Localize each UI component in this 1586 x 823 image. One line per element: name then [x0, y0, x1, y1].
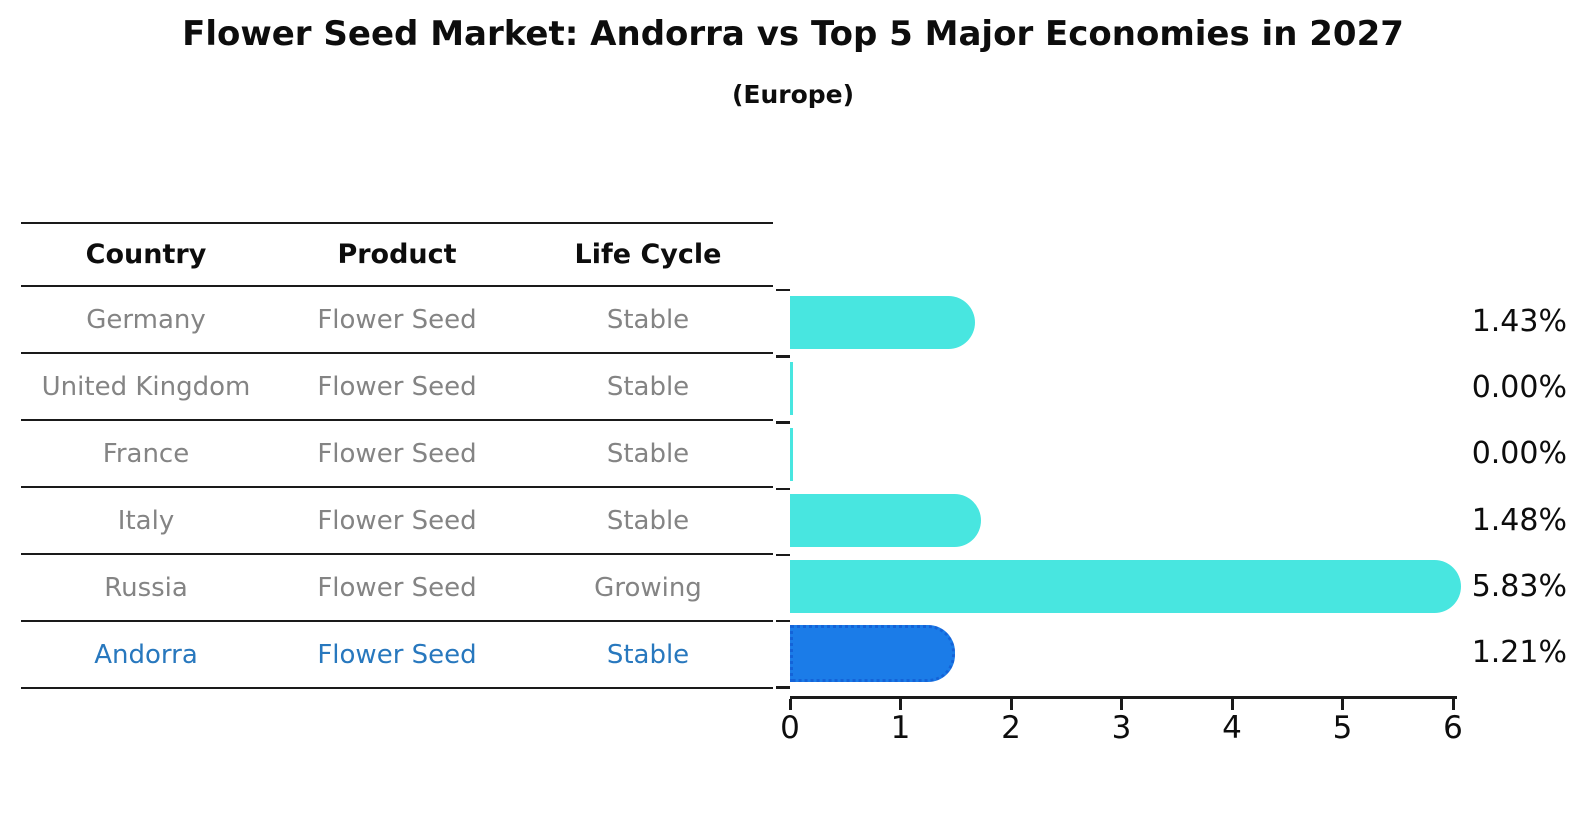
cell-product: Flower Seed: [317, 304, 477, 335]
x-tick: [1230, 699, 1234, 710]
chart-title: Flower Seed Market: Andorra vs Top 5 Maj…: [182, 14, 1404, 54]
table-header-lifecycle: Life Cycle: [574, 239, 722, 270]
bar-value-label: 1.43%: [1471, 304, 1567, 339]
x-tick: [1120, 699, 1123, 710]
y-tick: [776, 421, 790, 424]
table-row: Germany Flower Seed Stable: [21, 287, 773, 354]
bar-value-label: 5.83%: [1471, 568, 1567, 604]
x-tick-label: 2: [1001, 710, 1021, 746]
bar-value-label: 1.48%: [1471, 502, 1567, 538]
bar-value-label: 1.21%: [1471, 635, 1567, 670]
x-tick: [899, 699, 902, 710]
x-tick: [1009, 699, 1013, 710]
y-tick: [776, 355, 790, 358]
table-row: Italy Flower Seed Stable: [21, 488, 773, 555]
y-tick: [776, 487, 790, 490]
bar: [790, 295, 975, 349]
cell-lifecycle: Stable: [606, 371, 690, 402]
x-tick-label: 1: [890, 710, 911, 746]
x-tick-label: 3: [1111, 710, 1132, 746]
bar: [790, 427, 793, 481]
x-tick: [1451, 699, 1455, 710]
cell-country: Andorra: [94, 639, 198, 670]
cell-lifecycle: Stable: [606, 639, 690, 670]
cell-product: Flower Seed: [317, 572, 477, 603]
cell-product: Flower Seed: [317, 371, 477, 402]
x-tick: [1341, 699, 1344, 710]
bar: [790, 494, 981, 548]
x-tick-label: 4: [1222, 710, 1242, 746]
y-tick: [776, 288, 790, 292]
table-header-product: Product: [337, 239, 457, 270]
bar: [790, 560, 1462, 614]
cell-product: Flower Seed: [317, 438, 477, 469]
table-header-row: Country Product Life Cycle: [21, 222, 773, 287]
x-tick-label: 0: [780, 710, 800, 746]
cell-country: France: [102, 438, 190, 469]
cell-lifecycle: Growing: [594, 572, 702, 603]
table-row: France Flower Seed Stable: [21, 421, 773, 488]
chart-subtitle: (Europe): [731, 80, 855, 109]
table-body: Germany Flower Seed Stable United Kingdom Fl…: [21, 287, 773, 689]
cell-product: Flower Seed: [317, 505, 477, 536]
table-header-country: Country: [85, 239, 207, 270]
cell-lifecycle: Stable: [606, 304, 690, 335]
x-tick-label: 5: [1332, 710, 1353, 746]
bar: [790, 361, 793, 415]
cell-country: Italy: [117, 505, 175, 536]
table-row: Andorra Flower Seed Stable: [21, 622, 773, 689]
cell-country: Germany: [86, 304, 206, 335]
bar-value-label: 0.00%: [1471, 436, 1567, 472]
cell-product: Flower Seed: [317, 639, 477, 670]
table-row: United Kingdom Flower Seed Stable: [21, 354, 773, 421]
y-tick: [776, 553, 790, 557]
y-tick: [776, 686, 790, 689]
x-axis-line: [790, 696, 1457, 699]
x-tick-label: 6: [1443, 710, 1463, 746]
x-tick: [788, 699, 792, 710]
cell-lifecycle: Stable: [606, 438, 690, 469]
bar-value-label: 0.00%: [1471, 370, 1567, 406]
country-table: Country Product Life Cycle Germany Flower…: [21, 222, 773, 689]
bar-highlight: [790, 624, 955, 682]
y-tick: [776, 619, 790, 623]
table-row: Russia Flower Seed Growing: [21, 555, 773, 622]
cell-country: United Kingdom: [41, 371, 251, 402]
cell-lifecycle: Stable: [606, 505, 690, 536]
cell-country: Russia: [104, 572, 188, 603]
